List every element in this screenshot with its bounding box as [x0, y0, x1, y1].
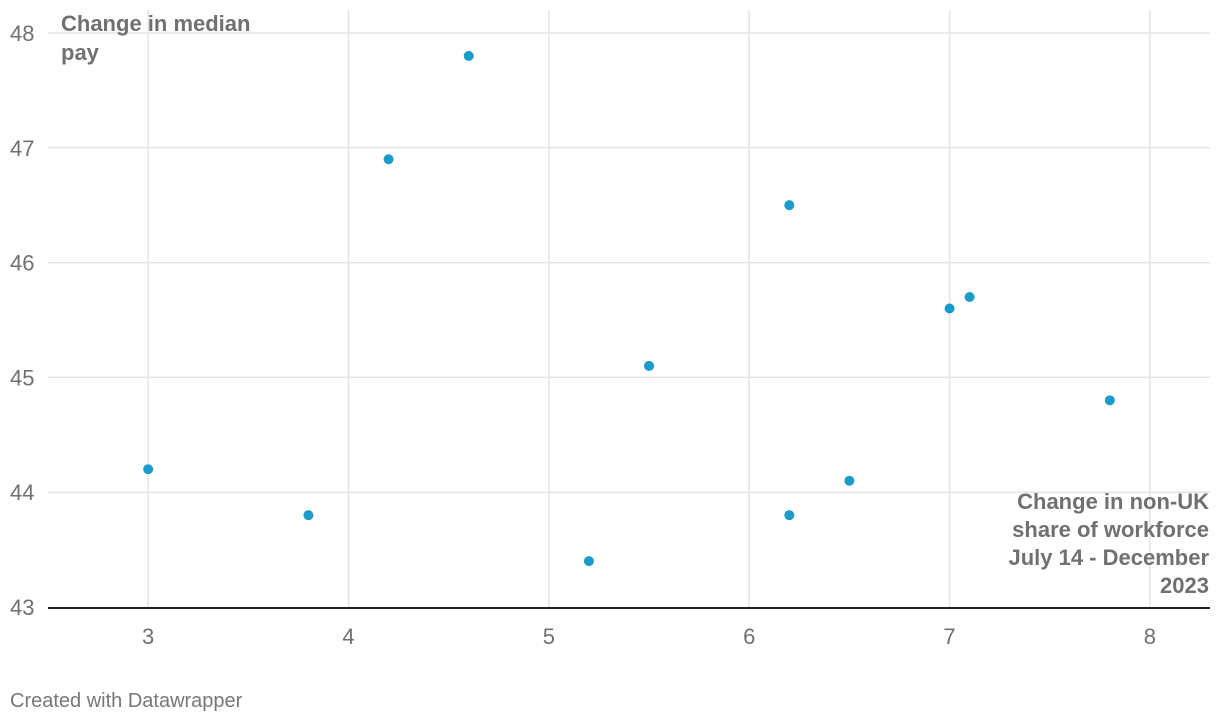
y-tick-label: 48: [10, 21, 34, 46]
data-point: [784, 510, 795, 521]
data-point: [1104, 395, 1115, 406]
data-point: [844, 475, 855, 486]
x-tick-label: 4: [342, 624, 354, 649]
x-tick-label: 3: [142, 624, 154, 649]
data-point: [964, 292, 975, 303]
data-point: [944, 303, 955, 314]
x-gridlines: [147, 10, 1151, 607]
y-axis-title: Change in median pay: [61, 11, 250, 65]
data-point: [303, 510, 314, 521]
x-tick-label: 8: [1144, 624, 1156, 649]
y-tick-labels: 43 44 45 46 47 48: [10, 21, 34, 620]
data-points: [143, 50, 1115, 567]
y-tick-label: 44: [10, 480, 34, 505]
x-tick-labels: 3 4 5 6 7 8: [142, 624, 1156, 649]
y-gridlines: [48, 32, 1210, 493]
data-point: [383, 154, 394, 165]
x-tick-label: 6: [743, 624, 755, 649]
x-tick-label: 7: [943, 624, 955, 649]
y-tick-label: 43: [10, 595, 34, 620]
data-point: [143, 464, 154, 475]
data-point: [463, 50, 474, 61]
y-tick-label: 47: [10, 136, 34, 161]
data-point: [583, 556, 594, 567]
x-axis-title: Change in non-UK share of workforce July 1…: [1008, 489, 1209, 598]
y-tick-label: 46: [10, 251, 34, 276]
datawrapper-credit: Created with Datawrapper: [10, 690, 243, 712]
data-point: [784, 200, 795, 211]
data-point: [644, 360, 655, 371]
x-tick-label: 5: [543, 624, 555, 649]
y-tick-label: 45: [10, 365, 34, 390]
